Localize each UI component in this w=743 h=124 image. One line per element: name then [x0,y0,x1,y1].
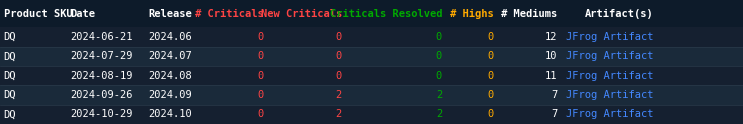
Text: 0: 0 [258,71,264,81]
Text: 0: 0 [336,71,342,81]
Bar [0,105,743,124]
Text: Criticals Resolved: Criticals Resolved [330,9,442,19]
Text: 2024-10-29: 2024-10-29 [71,109,133,119]
Text: JFrog Artifact: JFrog Artifact [566,32,654,42]
Text: JFrog Artifact: JFrog Artifact [566,71,654,81]
Text: # Highs: # Highs [450,9,494,19]
Text: 7: 7 [551,90,557,100]
Text: 2: 2 [336,90,342,100]
Text: # Mediums: # Mediums [501,9,557,19]
Text: 2: 2 [436,109,442,119]
Text: 2024.08: 2024.08 [149,71,192,81]
Text: DQ: DQ [4,51,16,61]
Text: 0: 0 [488,51,494,61]
Text: 2024.07: 2024.07 [149,51,192,61]
Text: DQ: DQ [4,32,16,42]
Text: 2024-09-26: 2024-09-26 [71,90,133,100]
Text: 0: 0 [488,32,494,42]
Text: 2024-07-29: 2024-07-29 [71,51,133,61]
Text: 0: 0 [258,90,264,100]
Text: 0: 0 [488,90,494,100]
Text: JFrog Artifact: JFrog Artifact [566,90,654,100]
Text: 10: 10 [545,51,557,61]
Text: # Criticals: # Criticals [195,9,264,19]
Text: Date: Date [71,9,96,19]
Text: 2024.09: 2024.09 [149,90,192,100]
Text: JFrog Artifact: JFrog Artifact [566,109,654,119]
Bar [0,27,743,47]
Text: 0: 0 [488,109,494,119]
Text: 2024.06: 2024.06 [149,32,192,42]
Text: DQ: DQ [4,90,16,100]
Bar [0,47,743,66]
Text: New Criticals: New Criticals [261,9,342,19]
Text: 2024-08-19: 2024-08-19 [71,71,133,81]
Text: 12: 12 [545,32,557,42]
Text: 0: 0 [436,51,442,61]
Text: 0: 0 [336,32,342,42]
Text: 0: 0 [258,51,264,61]
Text: 2: 2 [436,90,442,100]
Text: DQ: DQ [4,109,16,119]
Text: JFrog Artifact: JFrog Artifact [566,51,654,61]
Text: 7: 7 [551,109,557,119]
Text: 11: 11 [545,71,557,81]
Text: 0: 0 [336,51,342,61]
Text: DQ: DQ [4,71,16,81]
Text: 0: 0 [488,71,494,81]
Bar [0,0,743,27]
Text: 0: 0 [258,109,264,119]
Text: 2: 2 [336,109,342,119]
Bar [0,85,743,105]
Text: Release: Release [149,9,192,19]
Text: Product SKU: Product SKU [4,9,73,19]
Text: 0: 0 [436,71,442,81]
Text: 0: 0 [436,32,442,42]
Text: 2024-06-21: 2024-06-21 [71,32,133,42]
Text: 0: 0 [258,32,264,42]
Bar [0,66,743,85]
Text: 2024.10: 2024.10 [149,109,192,119]
Text: Artifact(s): Artifact(s) [585,9,654,19]
